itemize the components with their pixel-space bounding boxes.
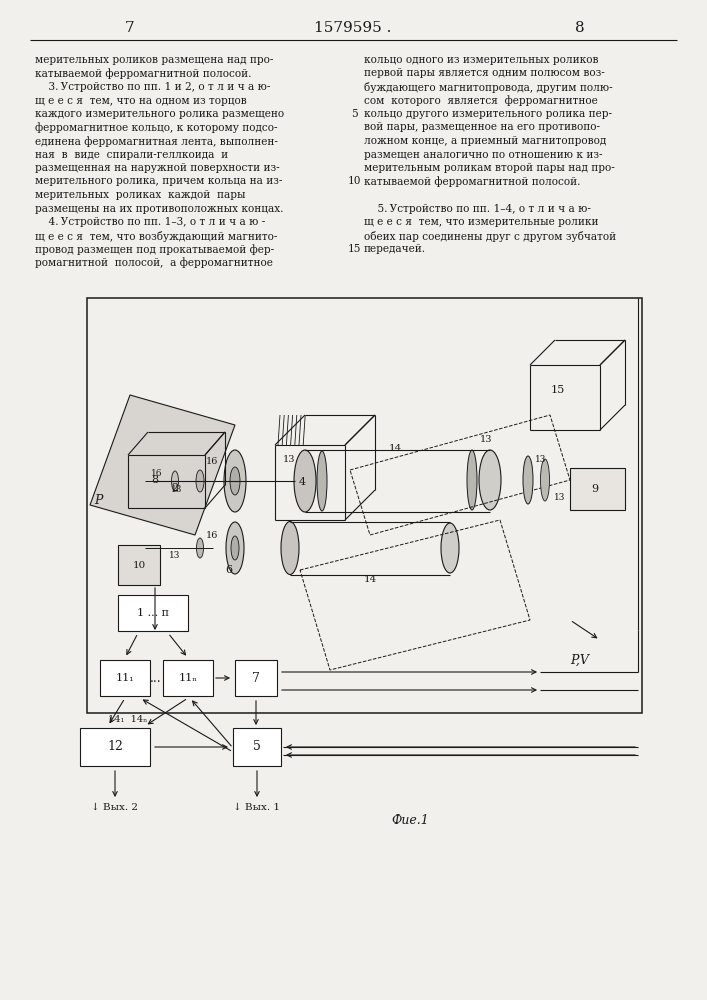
Ellipse shape [197, 538, 204, 558]
Text: 13: 13 [480, 436, 493, 444]
Text: ложном конце, а приемный магнитопровод: ложном конце, а приемный магнитопровод [364, 136, 606, 146]
Text: катываемой ферромагнитной полосой.: катываемой ферромагнитной полосой. [364, 176, 580, 187]
Text: 15: 15 [347, 244, 361, 254]
Text: щ е е с я  тем, что на одном из торцов: щ е е с я тем, что на одном из торцов [35, 96, 247, 105]
Ellipse shape [231, 536, 239, 560]
Text: 10: 10 [347, 176, 361, 186]
Text: 11₁: 11₁ [116, 673, 134, 683]
Text: ферромагнитное кольцо, к которому подсо-: ферромагнитное кольцо, к которому подсо- [35, 122, 278, 133]
Text: Фиe.1: Фиe.1 [391, 814, 429, 826]
Text: ...: ... [150, 672, 162, 684]
Ellipse shape [230, 467, 240, 495]
Ellipse shape [294, 450, 316, 512]
Text: 12: 12 [107, 740, 123, 754]
Text: P: P [94, 493, 103, 506]
Text: 13: 13 [170, 486, 182, 494]
Ellipse shape [441, 523, 459, 573]
Text: 4. Устройство по пп. 1–3, о т л и ч а ю -: 4. Устройство по пп. 1–3, о т л и ч а ю … [35, 217, 265, 227]
Text: 3. Устройство по пп. 1 и 2, о т л и ч а ю-: 3. Устройство по пп. 1 и 2, о т л и ч а … [35, 82, 270, 92]
Text: катываемой ферромагнитной полосой.: катываемой ферромагнитной полосой. [35, 68, 252, 79]
Text: 14₁  14ₙ: 14₁ 14ₙ [108, 716, 147, 724]
Text: мерительных  роликах  каждой  пары: мерительных роликах каждой пары [35, 190, 245, 200]
Text: кольцо другого измерительного ролика пер-: кольцо другого измерительного ролика пер… [364, 109, 612, 119]
Text: 11ₙ: 11ₙ [178, 673, 197, 683]
Text: мерительным роликам второй пары над про-: мерительным роликам второй пары над про- [364, 163, 615, 173]
Text: передачей.: передачей. [364, 244, 426, 254]
Polygon shape [90, 395, 235, 535]
Text: 16: 16 [206, 458, 218, 466]
Text: размещенная на наружной поверхности из-: размещенная на наружной поверхности из- [35, 163, 280, 173]
Text: 5: 5 [253, 740, 261, 754]
Text: 8: 8 [151, 475, 158, 485]
Text: вой пары, размещенное на его противопо-: вой пары, размещенное на его противопо- [364, 122, 600, 132]
Text: обеих пар соединены друг с другом зубчатой: обеих пар соединены друг с другом зубчат… [364, 231, 616, 241]
Text: щ е е с я  тем, что возбуждающий магнито-: щ е е с я тем, что возбуждающий магнито- [35, 231, 277, 241]
Bar [233, 728, 281, 766]
Text: 10: 10 [132, 560, 146, 570]
Text: единена ферромагнитная лента, выполнен-: единена ферромагнитная лента, выполнен- [35, 136, 278, 147]
Text: 14: 14 [388, 444, 402, 453]
Text: 9: 9 [592, 484, 599, 494]
Text: провод размещен под прокатываемой фер-: провод размещен под прокатываемой фер- [35, 244, 274, 255]
Bar [118, 545, 160, 585]
Text: 4: 4 [298, 477, 305, 487]
Ellipse shape [479, 450, 501, 510]
Bar [80, 728, 150, 766]
Text: ↓ Вых. 2: ↓ Вых. 2 [91, 803, 139, 812]
Text: 5: 5 [351, 109, 357, 119]
Text: размещен аналогично по отношению к из-: размещен аналогично по отношению к из- [364, 149, 602, 159]
Text: мерительных роликов размещена над про-: мерительных роликов размещена над про- [35, 55, 274, 65]
Text: сом  которого  является  ферромагнитное: сом которого является ферромагнитное [364, 96, 597, 106]
Text: размещены на их противоположных концах.: размещены на их противоположных концах. [35, 204, 284, 214]
Text: 1579595 .: 1579595 . [315, 21, 392, 35]
Ellipse shape [317, 451, 327, 511]
Text: 7: 7 [125, 21, 135, 35]
Bar [570, 468, 625, 510]
Ellipse shape [281, 522, 299, 574]
Ellipse shape [523, 456, 533, 504]
Bar [87, 298, 642, 713]
Text: 16: 16 [206, 530, 218, 540]
Ellipse shape [226, 522, 244, 574]
Text: 5. Устройство по пп. 1–4, о т л и ч а ю-: 5. Устройство по пп. 1–4, о т л и ч а ю- [364, 204, 591, 214]
Text: 7: 7 [252, 672, 260, 684]
Text: ная  в  виде  спирали-геллкоида  и: ная в виде спирали-геллкоида и [35, 149, 228, 159]
Text: 8: 8 [575, 21, 585, 35]
Text: 13: 13 [535, 456, 547, 464]
Bar [118, 595, 188, 631]
Text: буждающего магнитопровода, другим полю-: буждающего магнитопровода, другим полю- [364, 82, 613, 93]
Text: 13: 13 [283, 456, 295, 464]
Text: 6: 6 [225, 565, 232, 575]
Bar [235, 660, 277, 696]
Ellipse shape [172, 471, 178, 491]
Text: кольцо одного из измерительных роликов: кольцо одного из измерительных роликов [364, 55, 599, 65]
Bar [100, 660, 150, 696]
Bar [163, 660, 213, 696]
Text: щ е е с я  тем, что измерительные ролики: щ е е с я тем, что измерительные ролики [364, 217, 599, 227]
Text: 15: 15 [551, 385, 565, 395]
Text: 13: 13 [169, 552, 180, 560]
Text: 1 ... п: 1 ... п [137, 608, 169, 618]
Text: первой пары является одним полюсом воз-: первой пары является одним полюсом воз- [364, 68, 604, 79]
Text: 14: 14 [363, 575, 377, 584]
Text: каждого измерительного ролика размещено: каждого измерительного ролика размещено [35, 109, 284, 119]
Text: 2: 2 [171, 483, 179, 493]
Ellipse shape [540, 459, 549, 501]
Ellipse shape [196, 470, 204, 492]
Text: ромагнитной  полосой,  а ферромагнитное: ромагнитной полосой, а ферромагнитное [35, 257, 273, 268]
Ellipse shape [224, 450, 246, 512]
Text: ↓ Вых. 1: ↓ Вых. 1 [233, 803, 281, 812]
Text: 16: 16 [151, 470, 162, 479]
Text: мерительного ролика, причем кольца на из-: мерительного ролика, причем кольца на из… [35, 176, 282, 186]
Text: P,V: P,V [571, 654, 590, 666]
Ellipse shape [467, 450, 477, 510]
Text: 13: 13 [554, 493, 566, 502]
